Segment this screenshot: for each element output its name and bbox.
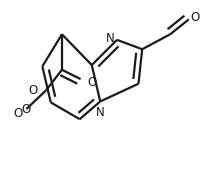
Text: O: O [87, 76, 96, 89]
Text: O: O [28, 84, 37, 97]
Text: O: O [21, 103, 30, 116]
Text: N: N [96, 106, 105, 119]
Text: O: O [14, 107, 23, 120]
Text: O: O [190, 11, 200, 24]
Text: N: N [106, 32, 115, 45]
